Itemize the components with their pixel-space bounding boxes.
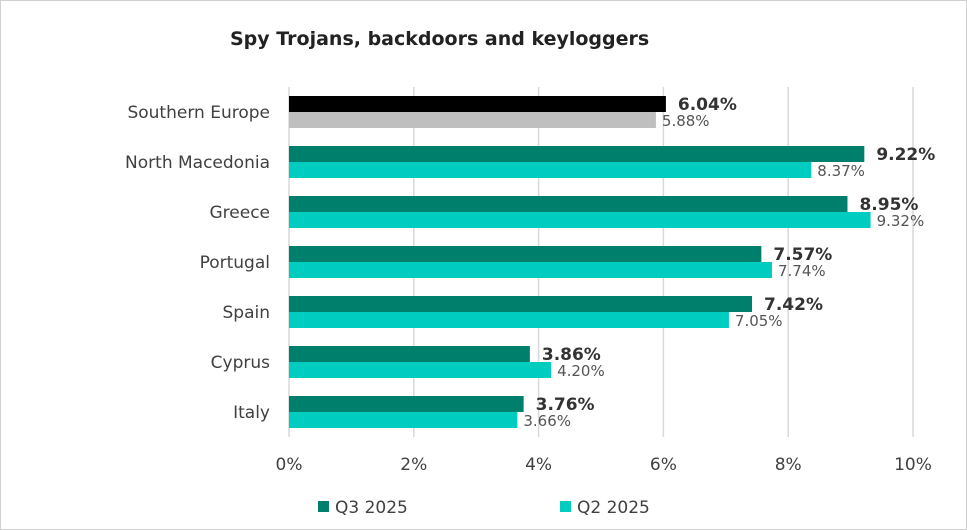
- category-label: Greece: [209, 203, 270, 223]
- bar-q3-2025: [289, 346, 530, 362]
- legend-swatch: [318, 501, 329, 512]
- bar-q2-2025: [289, 362, 552, 378]
- data-label: 9.22%: [876, 145, 935, 165]
- category-label: Italy: [233, 403, 270, 423]
- data-label: 7.42%: [764, 295, 823, 315]
- data-label: 8.37%: [817, 162, 865, 180]
- bar-q2-2025: [289, 262, 772, 278]
- bar-q3-2025: [289, 146, 865, 162]
- data-label: 8.95%: [859, 195, 918, 215]
- data-label: 3.86%: [542, 345, 601, 365]
- bar-q3-2025: [289, 196, 848, 212]
- bar-q3-2025: [289, 296, 753, 312]
- data-label: 7.57%: [773, 245, 832, 265]
- x-tick-label: 6%: [650, 455, 677, 475]
- bar-q3-2025: [289, 396, 524, 412]
- category-label: Portugal: [200, 253, 270, 273]
- data-label: 7.74%: [778, 262, 826, 280]
- data-label: 9.32%: [877, 212, 925, 230]
- bar-q2-2025: [289, 162, 812, 178]
- x-tick-label: 2%: [400, 455, 427, 475]
- category-label: North Macedonia: [125, 153, 270, 173]
- bar-q2-2025: [289, 312, 729, 328]
- x-tick-label: 10%: [894, 455, 932, 475]
- data-label: 4.20%: [557, 362, 605, 380]
- x-tick-label: 4%: [525, 455, 552, 475]
- bar-q3-2025: [289, 96, 666, 112]
- x-tick-label: 8%: [775, 455, 802, 475]
- bar-q2-2025: [289, 412, 518, 428]
- bar-q3-2025: [289, 246, 762, 262]
- bar-q2-2025: [289, 212, 871, 228]
- legend-swatch: [560, 501, 571, 512]
- data-label: 6.04%: [678, 95, 737, 115]
- category-label: Spain: [223, 303, 271, 323]
- data-label: 7.05%: [735, 312, 783, 330]
- category-label: Southern Europe: [127, 103, 270, 123]
- chart-title: Spy Trojans, backdoors and keyloggers: [230, 28, 649, 50]
- data-label: 3.76%: [536, 395, 595, 415]
- legend-label: Q2 2025: [577, 498, 650, 518]
- bar-q2-2025: [289, 112, 656, 128]
- x-tick-label: 0%: [276, 455, 303, 475]
- data-label: 5.88%: [662, 112, 710, 130]
- category-label: Cyprus: [211, 353, 270, 373]
- data-label: 3.66%: [523, 412, 571, 430]
- legend-label: Q3 2025: [335, 498, 408, 518]
